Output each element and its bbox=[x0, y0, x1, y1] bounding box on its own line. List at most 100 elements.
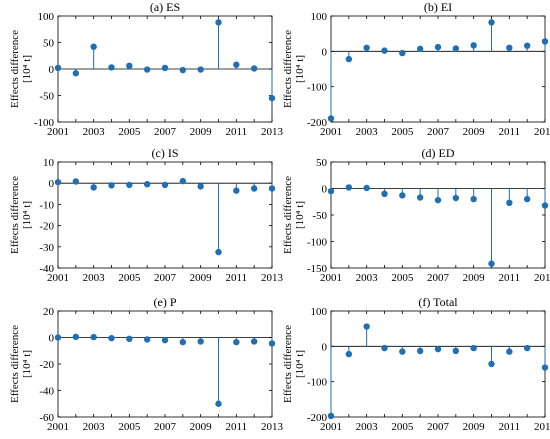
data-point bbox=[363, 323, 370, 330]
data-point bbox=[452, 45, 460, 52]
data-point bbox=[416, 347, 424, 355]
data-point bbox=[54, 334, 62, 341]
data-point bbox=[215, 248, 222, 256]
data-point bbox=[452, 194, 460, 202]
y-axis-unit: [10⁴ t] bbox=[21, 350, 33, 378]
x-tick-label: 2005 bbox=[118, 272, 141, 284]
y-tick-label: -100 bbox=[307, 377, 328, 389]
data-point bbox=[345, 55, 353, 63]
data-point bbox=[470, 195, 477, 203]
y-tick-label: 0 bbox=[322, 341, 328, 353]
data-point bbox=[523, 344, 531, 352]
data-point bbox=[327, 412, 335, 420]
x-tick-label: 2011 bbox=[226, 126, 248, 138]
x-tick-label: 2003 bbox=[83, 272, 106, 284]
y-tick-label: 0 bbox=[322, 184, 328, 196]
data-point bbox=[72, 70, 80, 77]
y-tick-label: -30 bbox=[39, 242, 54, 254]
panel-title: (e) P bbox=[154, 295, 177, 309]
x-tick-label: 2001 bbox=[47, 126, 69, 138]
x-tick-label: 2005 bbox=[391, 272, 414, 284]
data-point bbox=[268, 340, 276, 347]
data-point bbox=[197, 183, 204, 190]
data-point bbox=[363, 44, 370, 51]
data-point bbox=[250, 65, 258, 72]
x-tick-label: 2013 bbox=[534, 126, 550, 138]
x-tick-label: 2003 bbox=[83, 421, 106, 433]
data-point bbox=[126, 62, 133, 70]
data-point bbox=[233, 187, 240, 194]
data-point bbox=[72, 178, 80, 185]
data-point bbox=[488, 260, 495, 267]
plot-frame bbox=[57, 310, 273, 418]
x-tick-label: 2005 bbox=[118, 126, 141, 138]
y-tick-label: 0 bbox=[49, 178, 55, 190]
data-point bbox=[268, 185, 276, 192]
x-tick-label: 2013 bbox=[261, 126, 284, 138]
data-point bbox=[126, 335, 133, 343]
data-point bbox=[363, 184, 370, 192]
data-point bbox=[434, 43, 442, 51]
data-point bbox=[399, 192, 406, 199]
x-tick-label: 2009 bbox=[190, 272, 213, 284]
plot-frame bbox=[330, 15, 546, 123]
data-point bbox=[488, 360, 495, 368]
data-point bbox=[233, 61, 240, 68]
x-tick-label: 2011 bbox=[226, 272, 248, 284]
data-point bbox=[523, 195, 531, 203]
x-tick-label: 2007 bbox=[154, 421, 177, 433]
x-tick-label: 2001 bbox=[47, 272, 69, 284]
y-axis-unit: [10⁴ t] bbox=[294, 55, 306, 83]
y-tick-label: -40 bbox=[39, 386, 54, 398]
data-point bbox=[541, 364, 549, 371]
y-tick-label: -50 bbox=[312, 210, 327, 222]
data-point bbox=[506, 348, 513, 355]
panel-title: (b) EI bbox=[424, 0, 452, 14]
x-tick-label: 2003 bbox=[356, 421, 379, 433]
data-point bbox=[541, 202, 549, 209]
data-point bbox=[179, 338, 187, 346]
x-tick-label: 2001 bbox=[47, 421, 69, 433]
x-tick-label: 2001 bbox=[320, 126, 342, 138]
data-point bbox=[72, 333, 80, 341]
data-point bbox=[161, 336, 169, 344]
y-tick-label: 10 bbox=[43, 157, 55, 169]
x-tick-label: 2005 bbox=[391, 126, 414, 138]
data-point bbox=[161, 181, 169, 189]
data-point bbox=[434, 196, 442, 204]
data-point bbox=[250, 338, 258, 345]
x-tick-label: 2009 bbox=[190, 421, 213, 433]
y-axis-unit: [10⁴ t] bbox=[294, 350, 306, 378]
y-tick-label: -200 bbox=[307, 117, 328, 129]
x-tick-label: 2009 bbox=[190, 126, 213, 138]
panel-3: (c) IS Effects difference [10⁴ t] -40 -30 -20… bbox=[9, 146, 284, 284]
data-point bbox=[399, 49, 406, 57]
panel-1: (a) ES Effects difference [10⁴ t] -100 -50 0 5… bbox=[9, 0, 284, 138]
data-point bbox=[541, 38, 549, 45]
x-tick-label: 2001 bbox=[320, 272, 342, 284]
panel-title: (c) IS bbox=[152, 146, 179, 160]
panel-title: (a) ES bbox=[150, 0, 180, 14]
data-point bbox=[345, 184, 353, 191]
data-point bbox=[143, 181, 151, 188]
data-point bbox=[90, 184, 97, 191]
y-tick-label: 100 bbox=[311, 11, 328, 23]
y-axis-unit: [10⁴ t] bbox=[21, 201, 33, 229]
data-point bbox=[327, 115, 335, 122]
data-point bbox=[345, 350, 353, 358]
data-point bbox=[488, 19, 495, 26]
x-tick-label: 2009 bbox=[463, 272, 486, 284]
x-tick-label: 2005 bbox=[118, 421, 141, 433]
y-tick-label: -60 bbox=[39, 412, 54, 424]
panel-4: (d) ED Effects difference [10⁴ t] -150 -100 -… bbox=[282, 146, 550, 284]
x-tick-label: 2007 bbox=[154, 272, 177, 284]
panel-2: (b) EI Effects difference [10⁴ t] -200 -100 0… bbox=[282, 0, 550, 138]
y-tick-label: -50 bbox=[39, 91, 54, 103]
data-point bbox=[90, 333, 97, 341]
x-tick-label: 2003 bbox=[83, 126, 106, 138]
data-point bbox=[452, 347, 460, 355]
y-axis-unit: [10⁴ t] bbox=[21, 55, 33, 83]
x-tick-label: 2007 bbox=[427, 272, 450, 284]
data-point bbox=[179, 66, 187, 74]
